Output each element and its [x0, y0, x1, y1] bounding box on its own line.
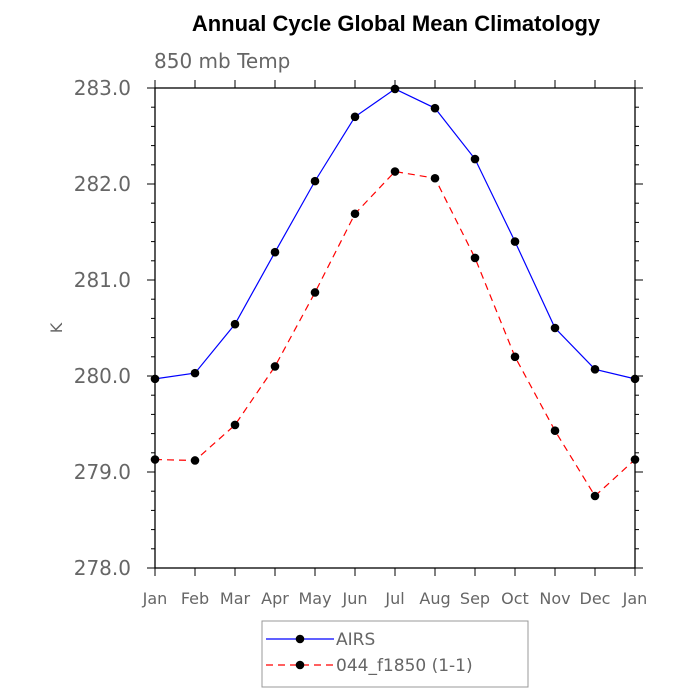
x-tick-label: Jan	[142, 589, 168, 608]
data-point	[310, 176, 320, 186]
data-point	[350, 209, 360, 219]
data-point	[510, 352, 520, 362]
data-point	[590, 364, 600, 374]
y-tick-label: 280.0	[74, 364, 131, 388]
y-tick-label: 278.0	[74, 556, 131, 580]
x-tick-label: Aug	[419, 589, 450, 608]
data-point	[390, 84, 400, 94]
y-axis-label: K	[47, 322, 66, 333]
data-point	[550, 426, 560, 436]
y-tick-label: 283.0	[74, 76, 131, 100]
x-tick-label: Apr	[261, 589, 289, 608]
data-point	[550, 323, 560, 333]
x-tick-label: Jul	[384, 589, 404, 608]
series-points	[150, 84, 640, 501]
x-tick-label: Jun	[342, 589, 368, 608]
data-point	[230, 319, 240, 329]
series-lines	[154, 88, 636, 497]
chart-title: Annual Cycle Global Mean Climatology	[192, 11, 601, 36]
y-tick-label: 281.0	[74, 268, 131, 292]
x-tick-label: May	[298, 589, 331, 608]
chart-subtitle: 850 mb Temp	[154, 49, 290, 73]
data-point	[310, 288, 320, 297]
data-point	[230, 420, 240, 430]
data-point	[350, 112, 360, 122]
data-point	[510, 237, 520, 246]
data-point	[190, 368, 200, 378]
axis-ticks: 278.0 279.0 280.0 281.0 282.0 283.0 Jan Feb Mar A…	[74, 76, 648, 608]
legend-label-0: AIRS	[336, 630, 375, 650]
data-point	[270, 247, 280, 257]
x-tick-label: Feb	[181, 589, 209, 608]
x-tick-label: Mar	[220, 589, 251, 608]
data-point	[590, 491, 600, 501]
x-tick-label: Oct	[501, 589, 529, 608]
legend-box	[261, 620, 529, 688]
data-point	[430, 103, 440, 113]
y-tick-label: 282.0	[74, 172, 131, 196]
x-tick-label: Nov	[539, 589, 570, 608]
data-point	[430, 173, 440, 183]
legend-marker-0	[295, 634, 305, 644]
data-point	[470, 253, 480, 263]
series-line-0	[154, 88, 636, 380]
data-point	[390, 167, 400, 176]
x-tick-label: Sep	[460, 589, 490, 608]
legend-marker-1	[295, 660, 305, 670]
legend: AIRS 044_f1850 (1-1)	[261, 620, 529, 688]
legend-label-1: 044_f1850 (1-1)	[336, 656, 473, 676]
x-tick-label: Dec	[580, 589, 611, 608]
y-tick-label: 279.0	[74, 460, 131, 484]
data-point	[470, 154, 480, 164]
data-point	[190, 456, 200, 465]
x-tick-label: Jan	[622, 589, 648, 608]
data-point	[270, 362, 280, 371]
plot-frame	[154, 87, 636, 569]
